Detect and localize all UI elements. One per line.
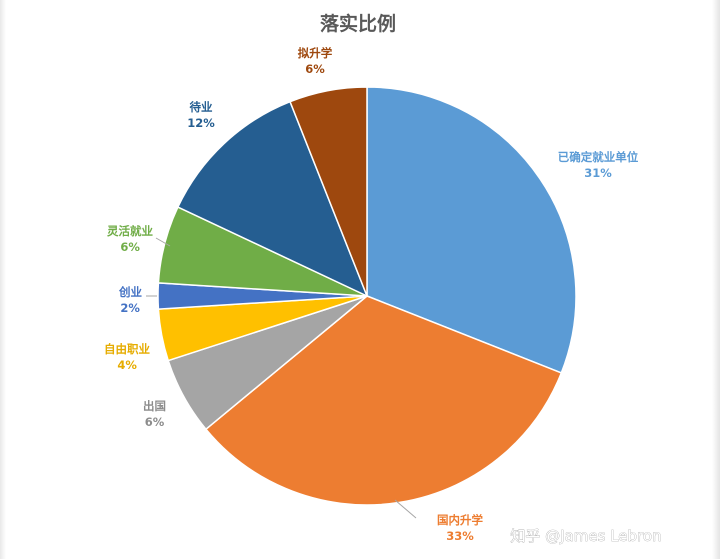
slice-labels: 已确定就业单位 31% 国内升学 33% 出国 6% 自由职业 4% 创业 2% 灵活就业 6% 待业 1…: [104, 46, 639, 543]
slice-value-8: 6%: [305, 62, 325, 76]
slice-value-4: 4%: [117, 358, 137, 372]
slice-value-7: 12%: [187, 116, 215, 130]
slice-label-4: 自由职业: [104, 342, 150, 356]
slice-label-1: 已确定就业单位: [558, 150, 639, 164]
pie-slice-8: [289, 86, 368, 297]
slice-value-3: 6%: [145, 415, 165, 429]
slice-value-1: 31%: [584, 166, 612, 180]
slice-label-6: 灵活就业: [107, 224, 153, 238]
leader-line-6: [155, 237, 171, 247]
watermark-text: 知乎 @James Lebron: [510, 527, 661, 545]
left-edge-shadow: [0, 0, 6, 559]
slice-label-2: 国内升学: [437, 513, 483, 527]
right-edge-shadow: [712, 0, 720, 559]
slice-label-5: 创业: [118, 285, 142, 299]
leader-lines: [146, 237, 417, 519]
leader-line-2: [394, 499, 417, 519]
slice-value-6: 6%: [120, 240, 140, 254]
slice-label-3: 出国: [143, 399, 166, 413]
pie-slice-1: [366, 86, 577, 374]
slice-value-5: 2%: [120, 301, 140, 315]
slice-label-8: 拟升学: [298, 46, 333, 60]
pie-slice-2: [204, 295, 563, 506]
slice-value-2: 33%: [446, 529, 474, 543]
slice-label-7: 待业: [190, 100, 213, 114]
pie-slices: [157, 86, 577, 506]
pie-slice-7: [176, 100, 369, 298]
chart-title: 落实比例: [320, 12, 396, 35]
